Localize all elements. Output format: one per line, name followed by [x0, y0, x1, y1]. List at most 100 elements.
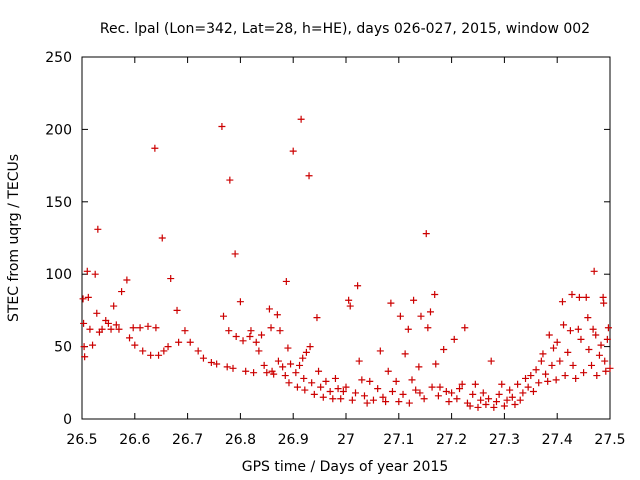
data-point [297, 115, 305, 123]
data-point [537, 357, 545, 365]
data-point [167, 275, 175, 283]
data-point [479, 389, 487, 397]
data-point [354, 282, 362, 290]
x-tick-label: 27.5 [594, 432, 625, 448]
data-point [239, 337, 247, 345]
y-axis: 0 50 100 150 200 250 [45, 50, 610, 428]
data-point [144, 322, 152, 330]
data-point [322, 377, 330, 385]
data-point [186, 338, 194, 346]
data-point [588, 361, 596, 369]
data-point [273, 311, 281, 319]
data-point [453, 395, 461, 403]
data-point [442, 387, 450, 395]
data-point [334, 385, 342, 393]
data-point [500, 402, 508, 410]
y-tick-label: 250 [45, 50, 72, 66]
data-point [301, 386, 309, 394]
data-point [593, 372, 601, 380]
data-point [112, 321, 120, 329]
data-point [270, 370, 278, 378]
data-point [585, 345, 593, 353]
data-point [308, 379, 316, 387]
data-point [207, 359, 215, 367]
data-point [416, 389, 424, 397]
data-point [382, 398, 390, 406]
data-point [369, 396, 377, 404]
data-point [545, 331, 553, 339]
data-point [410, 296, 418, 304]
data-point [110, 302, 118, 310]
x-tick-label: 26.8 [225, 432, 256, 448]
data-point [592, 331, 600, 339]
data-point [374, 385, 382, 393]
data-point [220, 312, 228, 320]
x-tick-label: 26.9 [278, 432, 309, 448]
data-points [79, 115, 614, 411]
data-point [564, 348, 572, 356]
data-point [326, 387, 334, 395]
data-point [379, 393, 387, 401]
data-point [387, 299, 395, 307]
x-tick-label: 26.5 [66, 432, 97, 448]
data-point [296, 361, 304, 369]
data-point [319, 393, 327, 401]
data-point [242, 367, 250, 375]
data-point [514, 380, 522, 388]
data-point [313, 314, 321, 322]
data-point [602, 367, 610, 375]
data-point [471, 380, 479, 388]
data-point [516, 396, 524, 404]
data-point [139, 347, 147, 355]
data-point [281, 372, 289, 380]
data-point [604, 324, 612, 332]
data-point [126, 334, 134, 342]
data-point [595, 351, 603, 359]
data-point [346, 302, 354, 310]
data-point [544, 377, 552, 385]
data-point [118, 288, 126, 296]
data-point [79, 295, 87, 303]
data-point [136, 324, 144, 332]
data-point [458, 380, 466, 388]
data-point [469, 390, 477, 398]
data-point [376, 347, 384, 355]
data-point [422, 230, 430, 238]
data-point [305, 172, 313, 180]
data-point [255, 347, 263, 355]
data-point [532, 366, 540, 374]
data-point [461, 324, 469, 332]
data-point [131, 341, 139, 349]
data-point [432, 360, 440, 368]
data-point [225, 327, 233, 335]
x-tick-label: 27 [337, 432, 355, 448]
data-point [181, 327, 189, 335]
data-point [415, 363, 423, 371]
data-point [123, 276, 131, 284]
data-point [315, 367, 323, 375]
data-point [342, 383, 350, 391]
data-point [580, 369, 588, 377]
data-point [448, 389, 456, 397]
data-point [299, 354, 307, 362]
data-point [539, 350, 547, 358]
data-point [358, 376, 366, 384]
data-point [556, 357, 564, 365]
data-point [396, 312, 404, 320]
x-axis: 26.5 26.6 26.7 26.8 26.9 27 27.1 27.2 27.3 27.4 27… [66, 57, 626, 448]
data-point [231, 250, 239, 258]
y-tick-label: 150 [45, 195, 72, 211]
data-point [86, 325, 94, 333]
data-point [524, 383, 532, 391]
data-point [577, 335, 585, 343]
data-point [236, 298, 244, 306]
data-point [412, 386, 420, 394]
data-point [94, 225, 102, 233]
data-point [401, 350, 409, 358]
data-point [246, 332, 254, 340]
data-point [337, 395, 345, 403]
data-point [589, 325, 597, 333]
data-point [408, 376, 416, 384]
data-point [392, 377, 400, 385]
